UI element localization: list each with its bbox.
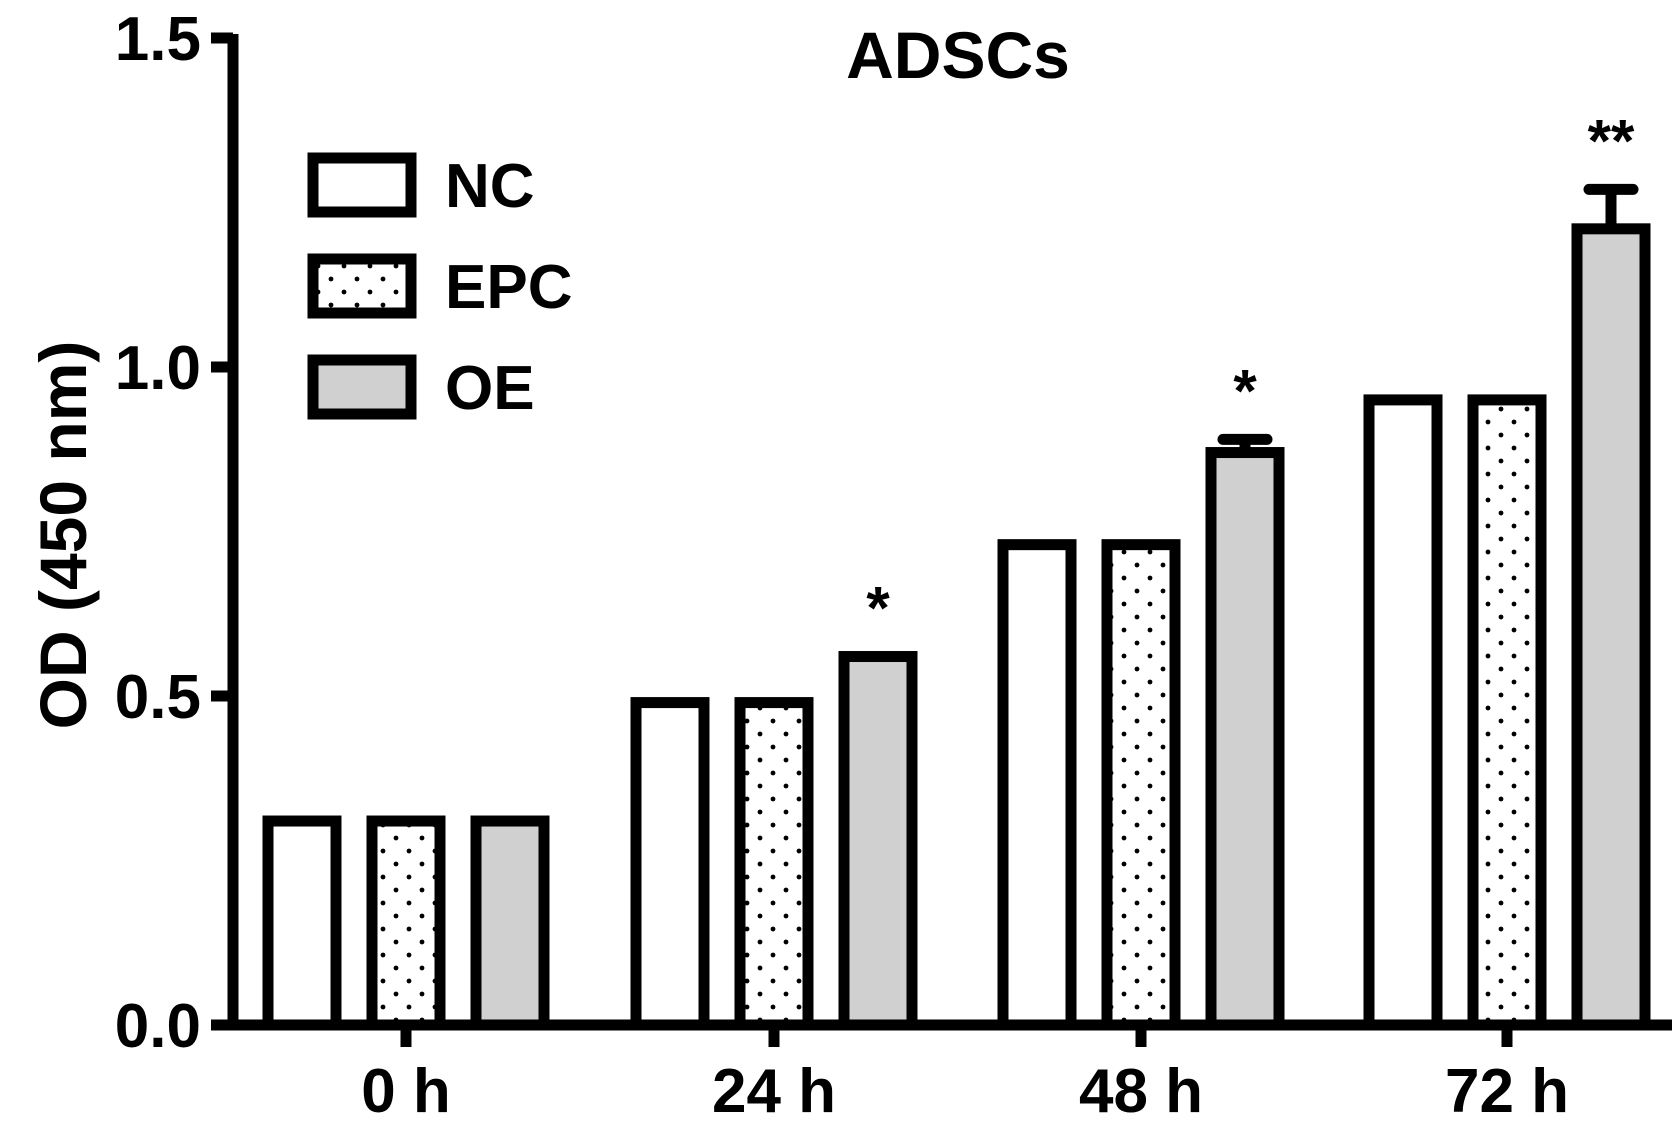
legend-swatch-nc	[307, 152, 417, 218]
bar-oe-0h	[470, 815, 550, 1031]
legend-label-nc: NC	[445, 152, 535, 221]
bar-oe-72h	[1571, 223, 1651, 1031]
x-tick-label: 72 h	[1445, 1057, 1569, 1123]
bar-epc-48h	[1101, 539, 1181, 1031]
legend-swatch-epc	[307, 253, 417, 319]
significance-marker-24h: *	[866, 575, 890, 642]
y-tick-label: 0.0	[115, 992, 201, 1061]
bar-epc-0h	[366, 815, 446, 1031]
bar-oe-24h	[838, 651, 918, 1031]
significance-marker-48h: *	[1233, 357, 1257, 424]
bar-nc-72h	[1363, 394, 1443, 1031]
bar-nc-24h	[630, 697, 710, 1031]
bar-nc-48h	[997, 539, 1077, 1031]
bar-epc-72h	[1467, 394, 1547, 1031]
legend-label-oe: OE	[445, 354, 535, 423]
x-tick-label: 48 h	[1079, 1057, 1203, 1123]
y-tick-label: 1.5	[115, 5, 201, 74]
legend-label-epc: EPC	[445, 253, 572, 322]
y-tick-label: 0.5	[115, 663, 201, 732]
bar-oe-48h	[1205, 447, 1285, 1031]
significance-marker-72h: **	[1588, 107, 1635, 174]
bar-nc-0h	[262, 815, 342, 1031]
bar-epc-24h	[734, 697, 814, 1031]
y-axis-label: OD (450 nm)	[26, 341, 100, 730]
chart-title: ADSCs	[846, 18, 1070, 92]
y-tick-label: 1.0	[115, 334, 201, 403]
x-tick-label: 24 h	[712, 1057, 836, 1123]
x-tick-label: 0 h	[361, 1057, 451, 1123]
legend-swatch-oe	[307, 354, 417, 420]
